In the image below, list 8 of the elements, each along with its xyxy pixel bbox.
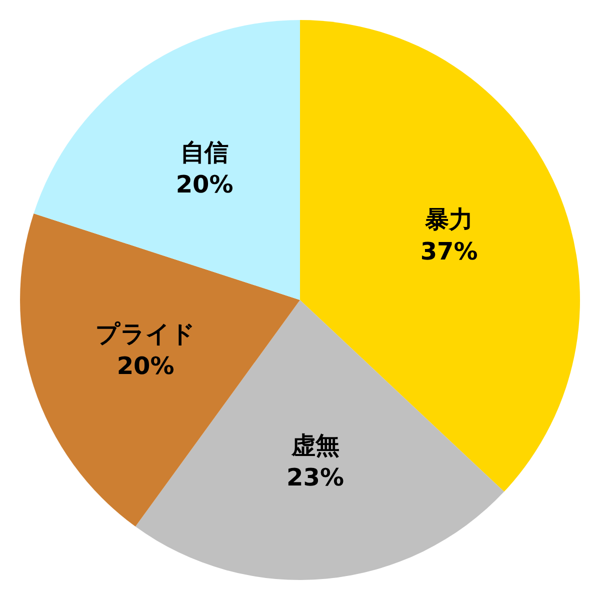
slice-label: 暴力 bbox=[424, 206, 474, 234]
data-label: 37% bbox=[420, 238, 478, 266]
data-label: 20% bbox=[176, 170, 234, 199]
slice-label: 虚無 bbox=[290, 432, 340, 460]
data-label: 23% bbox=[286, 464, 344, 492]
slice-label: プライド bbox=[96, 320, 196, 348]
slice-label: 自信 bbox=[180, 138, 229, 167]
data-label: 20% bbox=[116, 352, 174, 380]
